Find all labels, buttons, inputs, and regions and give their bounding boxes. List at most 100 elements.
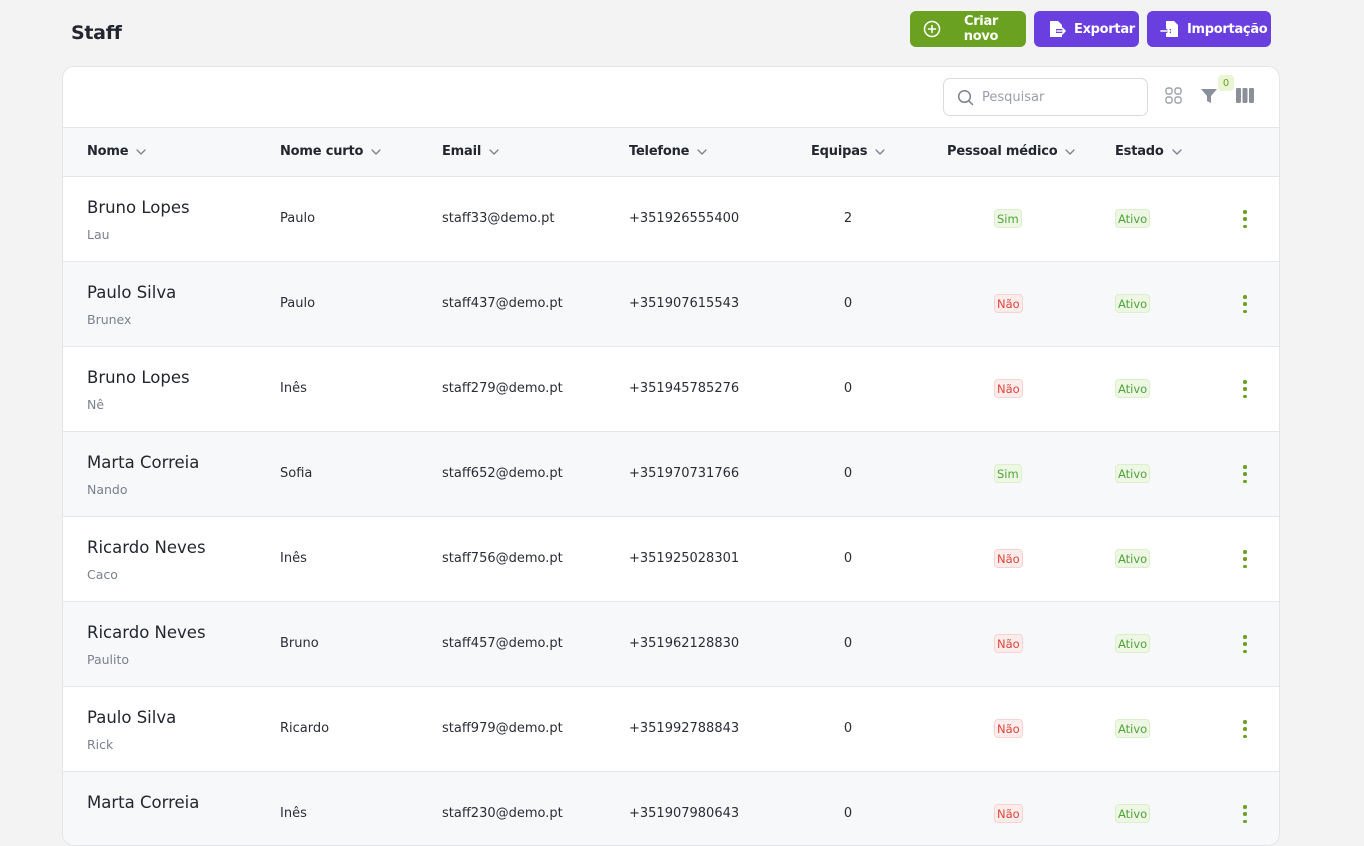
table-header: Nome Nome curto Email Telefone Equipas P… (63, 128, 1279, 177)
staff-nickname: Nando (87, 482, 128, 497)
staff-phone: +351970731766 (629, 466, 740, 481)
search-input[interactable] (982, 89, 1132, 105)
staff-name[interactable]: Paulo Silva (87, 283, 177, 302)
table-row[interactable]: Bruno Lopes Nê Inês staff279@demo.pt +35… (63, 347, 1279, 432)
staff-email: staff756@demo.pt (442, 551, 563, 566)
column-header-medical-staff[interactable]: Pessoal médico (947, 144, 1076, 159)
staff-nickname: Brunex (87, 312, 132, 327)
staff-name[interactable]: Bruno Lopes (87, 198, 190, 217)
header-actions: Criar novo Exportar Importação (910, 11, 1271, 47)
medical-staff-badge: Sim (994, 464, 1022, 483)
export-button[interactable]: Exportar (1034, 11, 1139, 47)
staff-phone: +351945785276 (629, 381, 740, 396)
kebab-menu-icon[interactable] (1239, 805, 1251, 823)
staff-phone: +351925028301 (629, 551, 740, 566)
staff-short-name: Paulo (280, 211, 316, 226)
table-row[interactable]: Ricardo Neves Paulito Bruno staff457@dem… (63, 602, 1279, 687)
kebab-menu-icon[interactable] (1239, 550, 1251, 568)
staff-email: staff230@demo.pt (442, 806, 563, 821)
filter-icon[interactable] (1200, 87, 1218, 105)
staff-teams: 0 (843, 466, 853, 481)
column-label: Telefone (629, 144, 690, 159)
staff-name[interactable]: Marta Correia (87, 453, 200, 472)
kebab-menu-icon[interactable] (1239, 295, 1251, 313)
staff-phone: +351992788843 (629, 721, 740, 736)
status-badge: Ativo (1115, 804, 1151, 823)
staff-nickname: Nê (87, 397, 105, 412)
kebab-menu-icon[interactable] (1239, 635, 1251, 653)
grid-view-icon[interactable] (1165, 87, 1182, 104)
staff-short-name: Inês (280, 381, 307, 396)
table-row[interactable]: Marta Correia Inês staff230@demo.pt +351… (63, 772, 1279, 845)
medical-staff-badge: Não (994, 634, 1023, 653)
chevron-down-icon (136, 148, 147, 155)
staff-short-name: Inês (280, 551, 307, 566)
search-box[interactable] (943, 78, 1148, 116)
column-header-phone[interactable]: Telefone (629, 144, 707, 159)
filter-count-badge: 0 (1218, 75, 1234, 91)
staff-phone: +351926555400 (629, 211, 740, 226)
import-button[interactable]: Importação (1147, 11, 1271, 47)
kebab-menu-icon[interactable] (1239, 210, 1251, 228)
create-new-button[interactable]: Criar novo (910, 11, 1026, 47)
table-row[interactable]: Paulo Silva Rick Ricardo staff979@demo.p… (63, 687, 1279, 772)
staff-email: staff979@demo.pt (442, 721, 563, 736)
table-row[interactable]: Bruno Lopes Lau Paulo staff33@demo.pt +3… (63, 177, 1279, 262)
staff-email: staff457@demo.pt (442, 636, 563, 651)
column-label: Nome (87, 144, 129, 159)
medical-staff-badge: Não (994, 379, 1023, 398)
chevron-down-icon (1172, 148, 1182, 155)
staff-nickname: Paulito (87, 652, 130, 667)
chevron-down-icon (697, 148, 707, 155)
column-header-status[interactable]: Estado (1115, 144, 1182, 159)
status-badge: Ativo (1115, 719, 1151, 738)
status-badge: Ativo (1115, 634, 1151, 653)
staff-short-name: Inês (280, 806, 307, 821)
export-label: Exportar (1074, 21, 1135, 37)
column-header-short-name[interactable]: Nome curto (280, 144, 381, 159)
staff-teams: 0 (843, 551, 853, 566)
staff-name[interactable]: Marta Correia (87, 793, 200, 812)
staff-name[interactable]: Bruno Lopes (87, 368, 190, 387)
column-header-email[interactable]: Email (442, 144, 499, 159)
column-label: Pessoal médico (947, 144, 1058, 159)
chevron-down-icon (875, 148, 885, 155)
staff-email: staff437@demo.pt (442, 296, 563, 311)
status-badge: Ativo (1115, 209, 1151, 228)
column-label: Equipas (811, 144, 868, 159)
create-new-label: Criar novo (963, 14, 999, 44)
medical-staff-badge: Sim (994, 209, 1022, 228)
status-badge: Ativo (1115, 549, 1151, 568)
staff-nickname: Lau (87, 227, 110, 242)
staff-teams: 0 (843, 806, 853, 821)
table-toolbar: 0 (63, 67, 1279, 128)
staff-phone: +351907980643 (629, 806, 740, 821)
staff-name[interactable]: Ricardo Neves (87, 623, 206, 642)
medical-staff-badge: Não (994, 804, 1023, 823)
staff-teams: 0 (843, 721, 853, 736)
staff-teams: 0 (843, 296, 853, 311)
staff-phone: +351962128830 (629, 636, 740, 651)
plus-circle-icon (923, 20, 941, 38)
column-label: Nome curto (280, 144, 364, 159)
medical-staff-badge: Não (994, 549, 1023, 568)
table-row[interactable]: Ricardo Neves Caco Inês staff756@demo.pt… (63, 517, 1279, 602)
column-header-name[interactable]: Nome (87, 144, 147, 159)
staff-name[interactable]: Paulo Silva (87, 708, 177, 727)
columns-icon[interactable] (1236, 87, 1254, 104)
search-icon (957, 89, 974, 105)
kebab-menu-icon[interactable] (1239, 380, 1251, 398)
staff-nickname: Rick (87, 737, 114, 752)
table-row[interactable]: Paulo Silva Brunex Paulo staff437@demo.p… (63, 262, 1279, 347)
column-header-teams[interactable]: Equipas (811, 144, 885, 159)
kebab-menu-icon[interactable] (1239, 720, 1251, 738)
chevron-down-icon (489, 148, 499, 155)
kebab-menu-icon[interactable] (1239, 465, 1251, 483)
import-label: Importação (1187, 21, 1268, 37)
table-row[interactable]: Marta Correia Nando Sofia staff652@demo.… (63, 432, 1279, 517)
staff-name[interactable]: Ricardo Neves (87, 538, 206, 557)
page-title: Staff (71, 22, 122, 44)
staff-teams: 2 (843, 211, 853, 226)
column-label: Estado (1115, 144, 1164, 159)
chevron-down-icon (371, 148, 381, 155)
